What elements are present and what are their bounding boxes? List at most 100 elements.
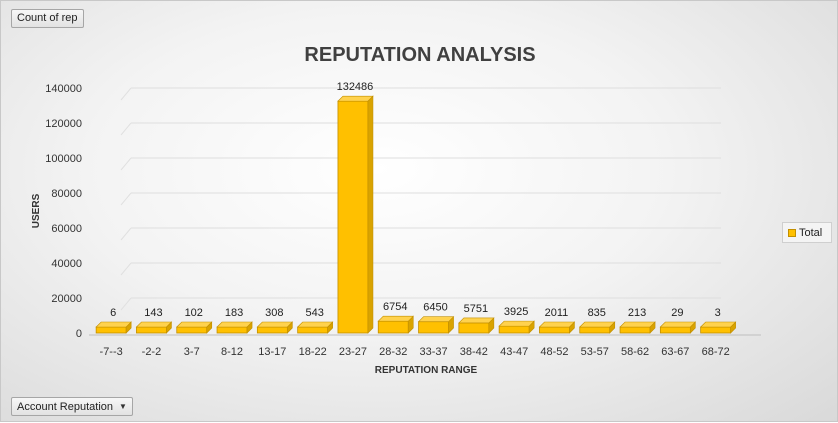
bar-top [95, 321, 132, 328]
gridline-stub [120, 122, 132, 136]
x-tick-label: 33-37 [419, 346, 447, 358]
bar-top [538, 321, 576, 328]
y-tick-label: 140000 [45, 83, 82, 95]
bar[interactable] [417, 315, 455, 334]
bar-front [337, 100, 369, 334]
bar-side [367, 95, 374, 334]
gridline-stub [120, 262, 132, 276]
bars [95, 95, 737, 334]
bar-top [699, 321, 737, 328]
data-label: 102 [185, 307, 203, 319]
y-tick-label: 0 [76, 328, 82, 340]
bar-top [377, 315, 414, 322]
bar[interactable] [216, 321, 253, 334]
gridlines [89, 87, 761, 336]
bar[interactable] [458, 317, 495, 334]
x-tick-label: 28-32 [379, 346, 407, 358]
bar-front [256, 326, 288, 334]
data-label: 29 [671, 307, 683, 319]
gridline-stub [120, 227, 132, 241]
row-field-button[interactable]: Account Reputation ▼ [11, 397, 133, 416]
y-tick-label: 20000 [51, 293, 82, 305]
value-field-button[interactable]: Count of rep [11, 9, 84, 28]
y-tick-label: 80000 [51, 188, 82, 200]
x-tick-label: 48-52 [540, 346, 568, 358]
x-tick-label: 58-62 [621, 346, 649, 358]
gridline-stub [120, 192, 132, 206]
x-tick-label: 43-47 [500, 346, 528, 358]
data-label: 6 [110, 307, 116, 319]
bar[interactable] [498, 320, 535, 334]
bar-front [700, 326, 732, 334]
x-tick-label: 18-22 [299, 346, 327, 358]
bar-top [579, 321, 616, 328]
data-label: 3 [715, 307, 721, 319]
x-tick-label: 53-57 [581, 346, 609, 358]
bar[interactable] [176, 321, 213, 334]
bar[interactable] [377, 315, 414, 334]
dropdown-arrow-icon: ▼ [119, 402, 127, 411]
bar[interactable] [135, 321, 173, 334]
data-label: 835 [588, 307, 606, 319]
bar-top [216, 321, 253, 328]
bar-top [458, 317, 495, 324]
y-tick-label: 60000 [51, 223, 82, 235]
y-tick-label: 40000 [51, 258, 82, 270]
x-tick-label: 23-27 [339, 346, 367, 358]
data-label: 6754 [383, 301, 407, 313]
x-tick-label: -7--3 [100, 346, 123, 358]
data-label: 2011 [545, 307, 569, 319]
bar-top [417, 316, 455, 323]
data-label: 3925 [504, 306, 528, 318]
data-label: 308 [265, 307, 283, 319]
x-tick-label: -2-2 [142, 346, 162, 358]
chart-title: REPUTATION ANALYSIS [304, 44, 535, 66]
row-field-label: Account Reputation [17, 400, 114, 413]
bar-top [296, 321, 334, 328]
x-tick-label: 38-42 [460, 346, 488, 358]
x-tick-label: 3-7 [184, 346, 200, 358]
bar-top [337, 95, 374, 102]
bar-top [619, 321, 656, 328]
bar-front [619, 326, 651, 334]
data-label: 183 [225, 307, 243, 319]
data-label: 6450 [423, 302, 447, 314]
bar[interactable] [619, 321, 656, 334]
x-axis-title: REPUTATION RANGE [375, 365, 478, 376]
bar-front [498, 325, 530, 334]
y-axis-title: USERS [31, 193, 42, 228]
bar[interactable] [95, 321, 132, 334]
bar[interactable] [256, 321, 294, 334]
x-tick-label: 8-12 [221, 346, 243, 358]
gridline-stub [120, 157, 132, 171]
data-label: 543 [305, 307, 323, 319]
bar-front [297, 326, 329, 334]
bar-front [539, 326, 570, 334]
legend-label: Total [799, 226, 823, 239]
data-label: 213 [628, 307, 646, 319]
bar-front [659, 326, 691, 334]
bar-top [176, 321, 213, 328]
bar-front [95, 326, 127, 334]
bar-front [579, 326, 611, 334]
bar[interactable] [538, 321, 576, 334]
y-tick-label: 100000 [45, 153, 82, 165]
bar-front [377, 320, 409, 334]
bar-front [176, 326, 208, 334]
y-axis-ticks: 0 20000 40000 60000 80000 100000 120000 140000 [45, 83, 82, 340]
bar-front [216, 326, 248, 334]
bar-front [418, 321, 449, 334]
data-label: 5751 [464, 303, 488, 315]
bar-top [135, 321, 173, 328]
bar[interactable] [296, 321, 334, 334]
gridline-stub [120, 87, 132, 101]
x-axis-ticks: -7--3 -2-2 3-7 8-12 13-17 18-22 23-27 28-32 33-3… [100, 346, 730, 358]
legend[interactable]: Total [782, 222, 832, 243]
bar[interactable] [337, 95, 374, 334]
bar[interactable] [579, 321, 616, 334]
y-tick-label: 120000 [45, 118, 82, 130]
bar[interactable] [699, 321, 737, 334]
bar[interactable] [659, 321, 697, 334]
